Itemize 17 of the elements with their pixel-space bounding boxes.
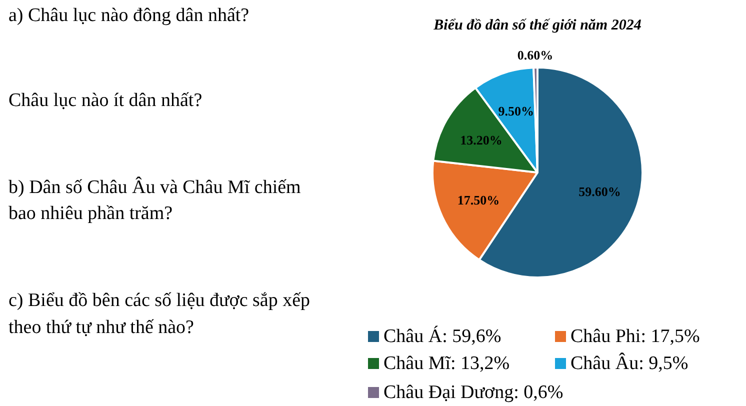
text: bao nhiêu phần trăm? xyxy=(8,203,173,224)
legend-label: Châu Á: 59,6% xyxy=(384,325,502,347)
text: c) Biểu đồ bên các số liệu được sắp xếp xyxy=(8,290,310,311)
legend-label: Châu Phi: 17,5% xyxy=(570,326,700,347)
legend-label: Châu Âu: 9,5% xyxy=(570,352,688,374)
data-label: 9.50% xyxy=(498,104,534,119)
data-label: 59.60% xyxy=(578,184,621,199)
text: Châu lục nào ít dân nhất? xyxy=(8,90,202,111)
legend-label: Châu Mĩ: 13,2% xyxy=(384,353,510,374)
data-label: 17.50% xyxy=(457,192,500,208)
text: a) Châu lục nào đông dân nhất? xyxy=(8,5,250,26)
text: theo thứ tự như thế nào? xyxy=(8,317,194,338)
chart-title: Biểu đồ dân số thế giới năm 2024 xyxy=(432,18,642,34)
legend-label: Châu Đại Dương: 0,6% xyxy=(384,382,564,403)
text: b) Dân số Châu Âu và Châu Mĩ chiếm xyxy=(8,176,302,198)
data-label: 13.20% xyxy=(460,132,502,148)
data-label: 0.60% xyxy=(517,47,554,62)
